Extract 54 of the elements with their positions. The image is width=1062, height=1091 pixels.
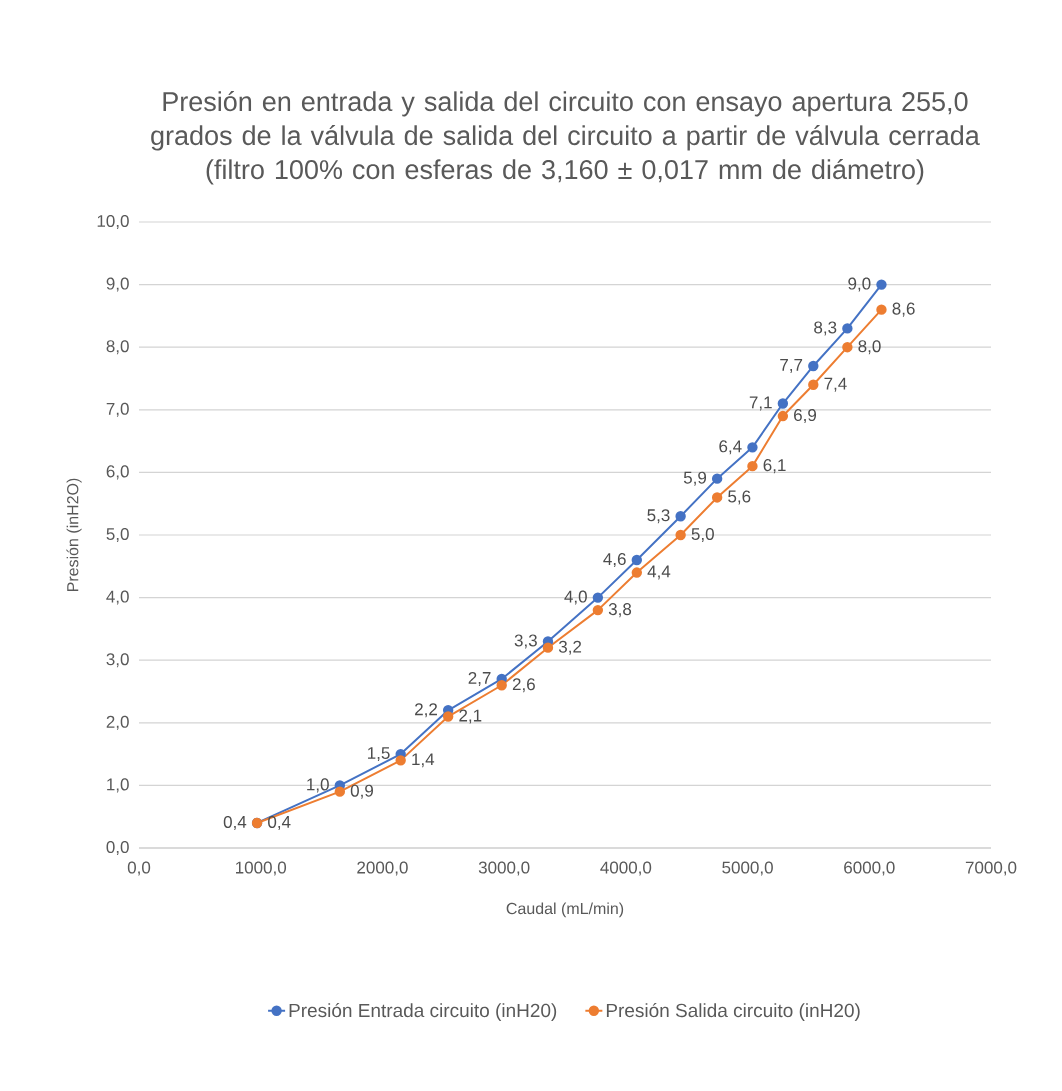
legend-label: Presión Salida circuito (inH20): [606, 1003, 860, 1021]
data-label: 4,0: [564, 590, 587, 605]
y-tick-label: 0,0: [106, 840, 129, 856]
data-label: 5,3: [647, 509, 670, 524]
y-tick-label: 1,0: [107, 778, 129, 793]
chart-title: Presión en entrada y salida del circuito con ensayo apertura 255,0 grados de la válvula de salida del circuito a partir de válvula cerrada (filtro 100% con esferas de 3,160 ± 0,017 mm de diámetro): [151, 91, 980, 185]
data-label: 3,8: [608, 603, 632, 618]
data-label: 8,3: [814, 321, 837, 336]
data-label: 1,5: [368, 747, 390, 762]
data-label: 9,0: [848, 277, 871, 292]
x-tick-label: 5000,0: [722, 861, 773, 876]
data-label: 4,6: [603, 553, 626, 568]
data-label: 1,0: [307, 778, 329, 793]
data-label: 5,6: [728, 490, 751, 505]
x-tick-label: 3000,0: [478, 861, 530, 876]
data-label: 6,4: [719, 440, 742, 455]
data-label: 2,7: [468, 671, 491, 686]
data-label: 0,4: [223, 815, 247, 830]
data-label: 2,2: [415, 703, 437, 718]
data-label: 5,0: [691, 527, 714, 543]
data-label: 3,2: [558, 640, 582, 655]
y-axis-title: Presión (inH2O): [66, 478, 82, 592]
legend-label: Presión Entrada circuito (inH20): [289, 1003, 557, 1021]
y-tick-label: 9,0: [106, 277, 129, 292]
x-tick-label: 6000,0: [844, 861, 895, 876]
data-label: 2,1: [459, 709, 482, 724]
data-label: 3,3: [514, 634, 537, 649]
data-label: 8,6: [892, 302, 915, 317]
data-label: 6,9: [794, 409, 817, 424]
y-tick-label: 4,0: [106, 590, 129, 605]
data-label: 7,4: [824, 377, 847, 392]
y-tick-label: 7,0: [106, 402, 129, 417]
x-tick-label: 1000,0: [236, 861, 287, 876]
y-tick-label: 5,0: [106, 527, 129, 543]
y-tick-label: 10,0: [97, 214, 129, 230]
data-label: 2,6: [512, 678, 535, 693]
data-label: 5,9: [683, 471, 707, 486]
data-label: 0,4: [268, 815, 291, 830]
x-tick-label: 0,0: [127, 861, 151, 876]
x-tick-label: 7000,0: [965, 861, 1017, 876]
x-tick-label: 2000,0: [357, 861, 408, 876]
data-label: 7,1: [749, 396, 772, 411]
data-label: 0,9: [350, 784, 373, 799]
x-axis-title: Caudal (mL/min): [506, 902, 624, 918]
y-tick-label: 2,0: [106, 715, 129, 730]
data-label: 1,4: [412, 753, 435, 768]
data-label: 6,1: [763, 459, 786, 474]
data-label: 4,4: [647, 565, 671, 580]
y-tick-label: 8,0: [106, 340, 129, 355]
x-tick-label: 4000,0: [600, 861, 652, 876]
data-label: 8,0: [858, 340, 881, 355]
y-tick-label: 3,0: [106, 653, 129, 668]
y-tick-label: 6,0: [106, 465, 129, 480]
data-label: 7,7: [780, 359, 803, 373]
